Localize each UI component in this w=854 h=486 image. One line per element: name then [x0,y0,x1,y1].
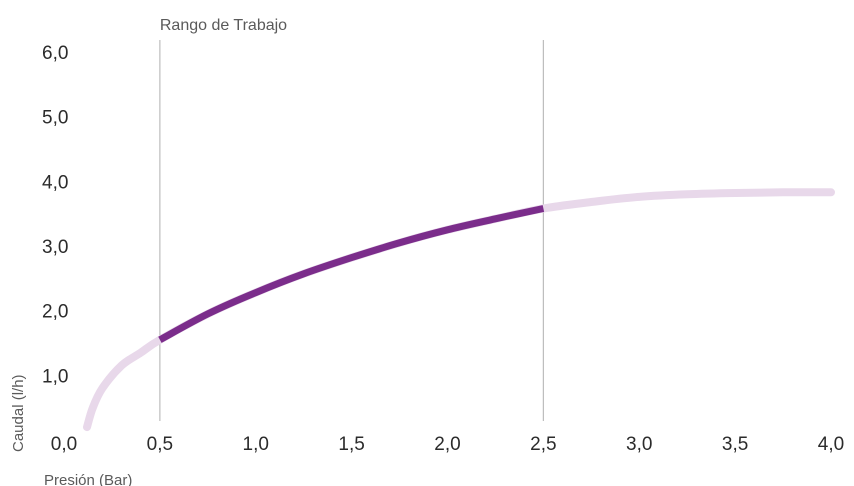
y-tick-label: 2,0 [42,302,68,323]
y-tick-label: 4,0 [42,172,68,193]
x-tick-label: 4,0 [818,434,844,455]
series-line-working-range [158,205,545,343]
x-tick-label: 3,5 [722,434,748,455]
y-tick-label: 3,0 [42,237,68,258]
x-tick-label: 1,5 [338,434,364,455]
x-tick-label: 0,0 [51,434,77,455]
y-tick-label: 5,0 [42,108,68,129]
x-axis-label: Presión (Bar) [44,472,132,486]
y-tick-label: 1,0 [42,366,68,387]
x-tick-label: 1,0 [243,434,269,455]
y-axis-label: Caudal (l/h) [10,374,27,452]
x-tick-label: 2,0 [434,434,460,455]
x-tick-label: 2,5 [530,434,556,455]
range-annotation-label: Rango de Trabajo [160,17,287,34]
x-tick-label: 3,0 [626,434,652,455]
x-tick-label: 0,5 [147,434,173,455]
y-tick-label: 6,0 [42,43,68,64]
